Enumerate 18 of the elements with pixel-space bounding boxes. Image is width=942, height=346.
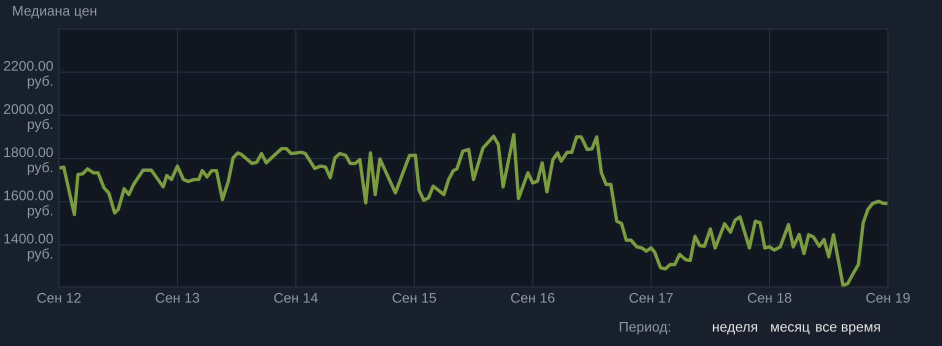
x-tick-label: Сен 13	[156, 292, 200, 303]
x-tick-label: Сен 19	[866, 292, 910, 303]
y-tick-label: 2000.00 руб.	[4, 104, 53, 132]
x-tick-label: Сен 17	[629, 292, 673, 303]
x-tick-label: Сен 12	[37, 292, 81, 303]
x-tick-label: Сен 18	[748, 292, 792, 303]
text: все время	[816, 324, 880, 334]
text: неделя	[712, 324, 758, 334]
y-tick-label: 1600.00 руб.	[4, 190, 53, 218]
text: месяц	[771, 324, 810, 334]
text: Период:	[620, 322, 670, 334]
y-tick-label: 1400.00 руб.	[4, 234, 53, 262]
x-tick-label: Сен 15	[392, 292, 436, 303]
y-tick-label: 1800.00 руб.	[4, 147, 53, 176]
x-tick-label: Сен 16	[511, 292, 554, 303]
y-tick-label: 2200.00 руб.	[4, 60, 53, 89]
chart-title: Медиана цен	[13, 6, 96, 18]
x-tick-label: Сен 14	[274, 292, 318, 303]
